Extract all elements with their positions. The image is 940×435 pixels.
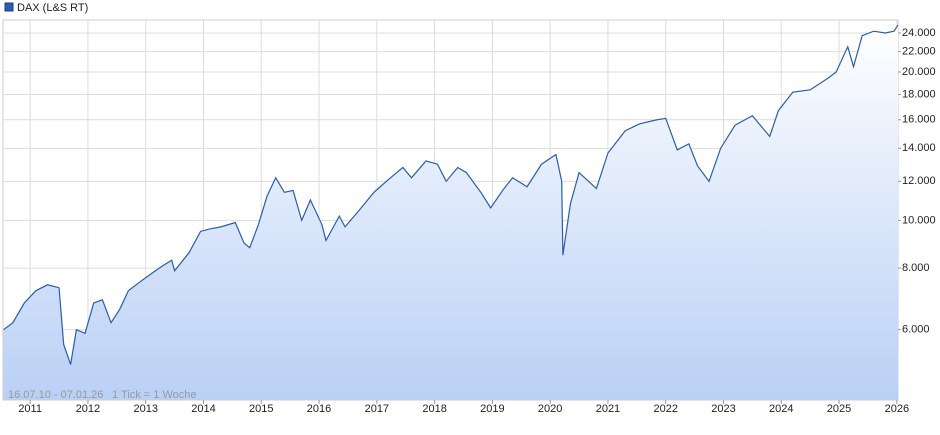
y-tick-label: 12.000: [902, 175, 936, 187]
x-tick-label: 2013: [133, 403, 157, 415]
y-tick-label: 6.000: [902, 324, 930, 336]
x-tick-label: 2025: [827, 403, 851, 415]
footer-range: 16.07.10 - 07.01.26: [8, 389, 103, 401]
line: [3, 24, 899, 365]
x-tick-label: 2012: [76, 403, 100, 415]
y-tick-label: 16.000: [902, 114, 936, 126]
x-tick-label: 2014: [191, 403, 215, 415]
x-tick-label: 2019: [480, 403, 504, 415]
x-tick-label: 2011: [18, 403, 42, 415]
y-tick-label: 22.000: [902, 46, 936, 58]
x-tick-label: 2015: [249, 403, 273, 415]
x-tick-label: 2022: [653, 403, 677, 415]
legend-label: DAX (L&S RT): [17, 2, 88, 14]
x-tick-label: 2020: [538, 403, 562, 415]
x-tick-label: 2024: [769, 403, 793, 415]
x-tick-label: 2023: [711, 403, 735, 415]
y-tick-label: 24.000: [902, 27, 936, 39]
x-tick-label: 2016: [307, 403, 331, 415]
legend-swatch: [4, 2, 14, 12]
x-tick-label: 2026: [885, 403, 909, 415]
y-tick-label: 18.000: [902, 88, 936, 100]
area: [3, 25, 898, 400]
y-tick-label: 14.000: [902, 142, 936, 154]
x-tick-label: 2017: [365, 403, 389, 415]
y-tick-label: 20.000: [902, 66, 936, 78]
y-tick-label: 8.000: [902, 262, 930, 274]
y-tick-label: 10.000: [902, 214, 936, 226]
x-tick-label: 2018: [422, 403, 446, 415]
x-tick-label: 2021: [596, 403, 620, 415]
footer-tick: 1 Tick = 1 Woche: [112, 389, 196, 401]
